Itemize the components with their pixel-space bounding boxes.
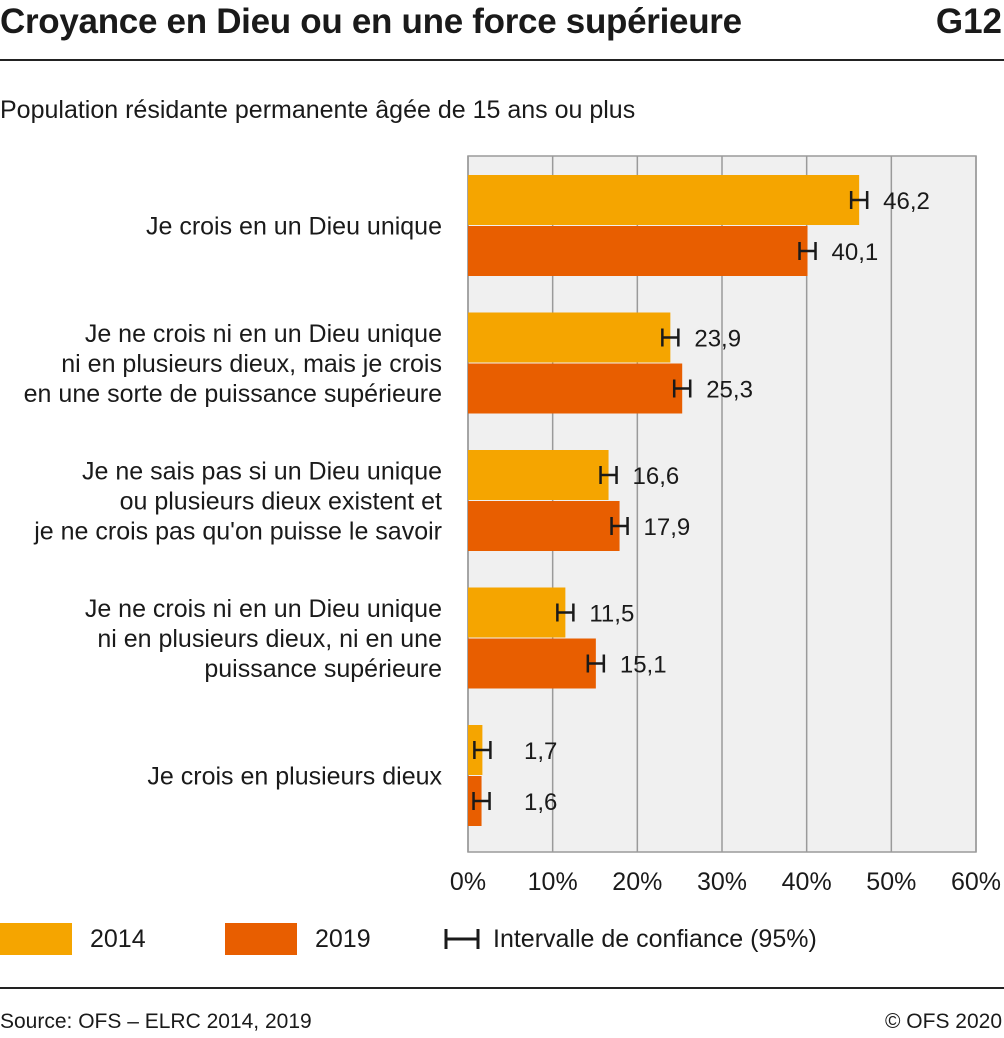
- value-label: 16,6: [633, 463, 680, 490]
- legend-label-ci: Intervalle de confiance (95%): [493, 925, 817, 953]
- footer-source: Source: OFS – ELRC 2014, 2019: [0, 1010, 312, 1033]
- value-label: 23,9: [694, 326, 741, 353]
- value-label: 15,1: [620, 652, 667, 679]
- bar-2014: [468, 587, 566, 638]
- x-tick-label: 30%: [697, 868, 747, 896]
- legend-label-2014: 2014: [90, 925, 146, 953]
- legend-swatch-2019: [225, 923, 297, 955]
- value-label: 11,5: [589, 601, 634, 628]
- category-label: Je ne crois ni en un Dieu unique ni en pl…: [24, 320, 442, 408]
- bar-2019: [468, 363, 683, 414]
- value-label: 17,9: [644, 514, 691, 541]
- category-label: Je crois en plusieurs dieux: [147, 763, 442, 791]
- category-label: Je ne sais pas si un Dieu unique ou plusi…: [33, 458, 442, 546]
- bar-2014: [468, 450, 609, 500]
- footer-rule: [0, 987, 1004, 989]
- value-label: 1,6: [524, 789, 557, 816]
- x-tick-label: 40%: [782, 868, 832, 896]
- chart-title: Croyance en Dieu ou en une force supérie…: [0, 2, 742, 41]
- value-label: 1,7: [524, 738, 557, 765]
- legend-label-2019: 2019: [315, 925, 371, 953]
- chart-subtitle: Population résidante permanente âgée de …: [0, 96, 636, 124]
- x-tick-label: 10%: [528, 868, 578, 896]
- bar-2019: [468, 501, 620, 551]
- legend-swatch-2014: [0, 923, 72, 955]
- chart-code: G12: [935, 2, 1002, 41]
- bar-2019: [468, 226, 808, 276]
- x-tick-label: 60%: [951, 868, 1001, 896]
- bar-2014: [468, 175, 860, 225]
- bar-chart: 0% 10% 20% 30% 40% 50% 60% Je crois en un Dieu …: [24, 155, 1001, 896]
- x-tick-label: 50%: [866, 868, 916, 896]
- value-label: 40,1: [832, 239, 879, 266]
- value-label: 25,3: [706, 377, 753, 404]
- value-label: 46,2: [883, 188, 930, 215]
- bar-2014: [468, 312, 671, 363]
- category-label: Je crois en un Dieu unique: [146, 213, 442, 241]
- category-label: Je ne crois ni en un Dieu unique ni en pl…: [85, 595, 442, 683]
- footer-copyright: © OFS 2020: [884, 1010, 1002, 1033]
- title-rule: [0, 59, 1004, 61]
- legend-ci-icon: [444, 929, 480, 949]
- x-tick-label: 0%: [450, 868, 486, 896]
- x-tick-label: 20%: [612, 868, 662, 896]
- bar-2019: [468, 638, 596, 689]
